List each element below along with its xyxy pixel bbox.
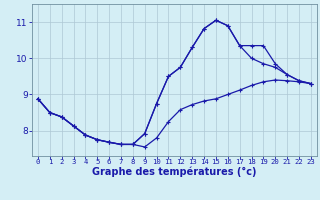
X-axis label: Graphe des températures (°c): Graphe des températures (°c) xyxy=(92,167,257,177)
